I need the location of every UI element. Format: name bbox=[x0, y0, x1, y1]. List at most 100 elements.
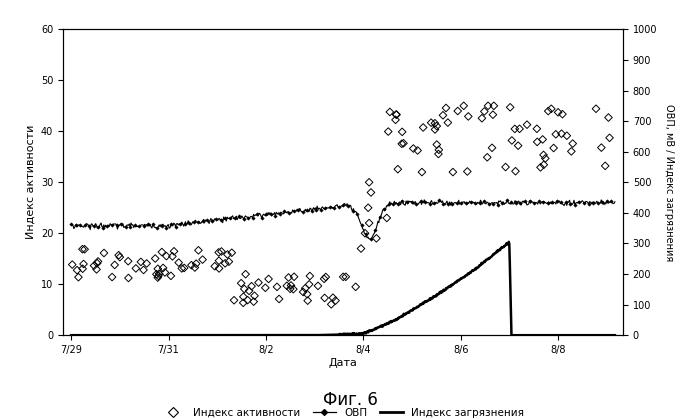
Point bbox=[429, 126, 440, 133]
Point bbox=[138, 266, 149, 273]
Point bbox=[302, 291, 313, 297]
Point bbox=[452, 108, 463, 114]
Point bbox=[458, 103, 469, 109]
Point bbox=[197, 256, 208, 263]
Point bbox=[416, 169, 428, 176]
Point bbox=[340, 274, 351, 280]
Point bbox=[531, 125, 542, 132]
Point bbox=[244, 287, 255, 294]
Y-axis label: Индекс активности: Индекс активности bbox=[25, 125, 35, 239]
Point bbox=[542, 108, 554, 114]
Point bbox=[91, 266, 102, 273]
Point bbox=[546, 106, 557, 112]
Point bbox=[320, 274, 331, 280]
Point bbox=[506, 137, 517, 144]
Point bbox=[431, 123, 442, 129]
Point bbox=[552, 109, 564, 116]
Point bbox=[239, 286, 250, 292]
Point bbox=[522, 122, 533, 128]
Point bbox=[302, 297, 314, 304]
Point bbox=[248, 298, 259, 305]
X-axis label: Дата: Дата bbox=[328, 358, 358, 368]
Point bbox=[165, 272, 176, 279]
Point bbox=[384, 109, 395, 115]
Text: Фиг. 6: Фиг. 6 bbox=[323, 391, 377, 409]
Point bbox=[390, 116, 401, 123]
Point bbox=[510, 168, 521, 175]
Point bbox=[153, 272, 164, 279]
Point bbox=[178, 264, 190, 271]
Point bbox=[150, 271, 162, 278]
Point bbox=[228, 297, 239, 304]
Y-axis label: ОВП, мВ / Индекс загрязнения: ОВП, мВ / Индекс загрязнения bbox=[664, 103, 674, 261]
Point bbox=[167, 253, 178, 260]
Point bbox=[412, 147, 423, 154]
Point bbox=[216, 248, 227, 255]
Point bbox=[298, 289, 309, 295]
Point bbox=[561, 132, 573, 139]
Point bbox=[505, 104, 516, 111]
Point bbox=[71, 267, 83, 274]
Point bbox=[363, 220, 374, 226]
Point bbox=[274, 296, 285, 303]
Point bbox=[237, 300, 248, 306]
Point bbox=[158, 264, 169, 271]
Point bbox=[135, 259, 146, 265]
Point bbox=[286, 282, 297, 289]
Point bbox=[482, 154, 493, 160]
Point bbox=[190, 260, 202, 267]
Point bbox=[92, 260, 103, 266]
Point bbox=[479, 108, 490, 115]
Point bbox=[109, 261, 120, 268]
Point bbox=[283, 274, 294, 281]
Point bbox=[242, 297, 253, 303]
Point bbox=[77, 246, 88, 253]
Point bbox=[99, 250, 110, 256]
Point bbox=[438, 112, 449, 119]
Point bbox=[462, 168, 473, 175]
Point bbox=[73, 274, 84, 280]
Point bbox=[246, 283, 257, 290]
Point bbox=[281, 282, 293, 289]
Point bbox=[169, 248, 180, 255]
Point bbox=[538, 152, 549, 158]
Point bbox=[482, 103, 493, 109]
Point bbox=[114, 254, 125, 261]
Point bbox=[78, 261, 89, 267]
Point bbox=[392, 166, 403, 173]
Point bbox=[220, 260, 231, 266]
Point bbox=[328, 295, 339, 301]
Point bbox=[556, 111, 568, 118]
Point bbox=[391, 111, 402, 118]
Point bbox=[189, 264, 200, 271]
Point bbox=[537, 136, 548, 143]
Point bbox=[500, 164, 511, 171]
Point bbox=[330, 297, 341, 304]
Point bbox=[260, 285, 271, 291]
Point bbox=[160, 269, 171, 276]
Point bbox=[567, 140, 578, 147]
Point bbox=[398, 140, 409, 147]
Point bbox=[213, 249, 224, 256]
Point bbox=[407, 145, 419, 152]
Point bbox=[318, 275, 330, 282]
Point bbox=[312, 282, 323, 289]
Point bbox=[566, 148, 577, 155]
Point bbox=[371, 235, 382, 242]
Point bbox=[176, 265, 188, 272]
Point bbox=[238, 293, 249, 300]
Point bbox=[550, 131, 561, 137]
Point bbox=[272, 284, 283, 290]
Point bbox=[463, 113, 474, 120]
Point bbox=[130, 265, 141, 272]
Point bbox=[604, 134, 615, 141]
Point bbox=[488, 103, 499, 109]
Point bbox=[326, 301, 337, 308]
Point bbox=[161, 253, 172, 259]
Point bbox=[77, 265, 88, 272]
Point bbox=[356, 245, 367, 252]
Point bbox=[429, 120, 440, 127]
Point bbox=[156, 249, 167, 256]
Point bbox=[263, 276, 274, 282]
Point bbox=[383, 128, 394, 135]
